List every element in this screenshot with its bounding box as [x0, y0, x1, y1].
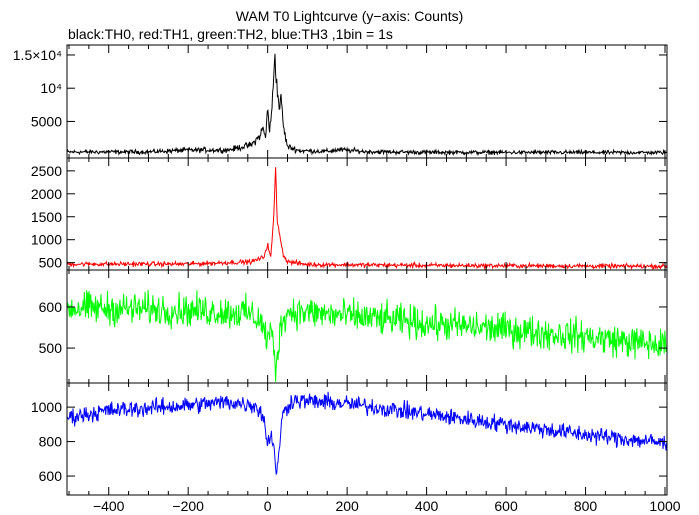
y-tick-label: 500 — [39, 340, 63, 356]
y-tick-label: 800 — [39, 434, 63, 450]
series-line-th2 — [66, 289, 668, 383]
y-tick-label: 600 — [39, 299, 63, 315]
y-tick-label: 10⁴ — [40, 80, 62, 96]
x-tick-label: 400 — [415, 498, 439, 514]
y-tick-label: 2000 — [31, 186, 62, 202]
x-tick-label: 0 — [264, 498, 272, 514]
series-line-th3 — [66, 391, 668, 476]
panel-frame-th2 — [66, 269, 668, 384]
y-tick-label: 2500 — [31, 163, 62, 179]
x-tick-label: −200 — [172, 498, 204, 514]
y-tick-label: 1000 — [31, 399, 62, 415]
series-line-th1 — [66, 167, 668, 271]
series-line-th0 — [66, 53, 667, 157]
panel-frame-th0 — [66, 44, 668, 159]
y-tick-label: 1500 — [31, 209, 62, 225]
x-tick-label: 1000 — [649, 498, 680, 514]
y-tick-label: 600 — [39, 468, 63, 484]
x-tick-label: −400 — [93, 498, 125, 514]
x-tick-label: 600 — [494, 498, 518, 514]
y-tick-label: 5000 — [31, 113, 62, 129]
x-tick-label: 200 — [335, 498, 359, 514]
y-tick-label: 1000 — [31, 232, 62, 248]
chart-title: WAM T0 Lightcurve (y−axis: Counts) — [235, 8, 464, 24]
y-tick-label: 1.5×10⁴ — [13, 47, 62, 63]
chart-subtitle: black:TH0, red:TH1, green:TH2, blue:TH3 … — [68, 26, 393, 42]
x-tick-label: 800 — [574, 498, 598, 514]
panel-frame-th1 — [66, 157, 668, 271]
y-tick-label: 500 — [39, 255, 63, 271]
